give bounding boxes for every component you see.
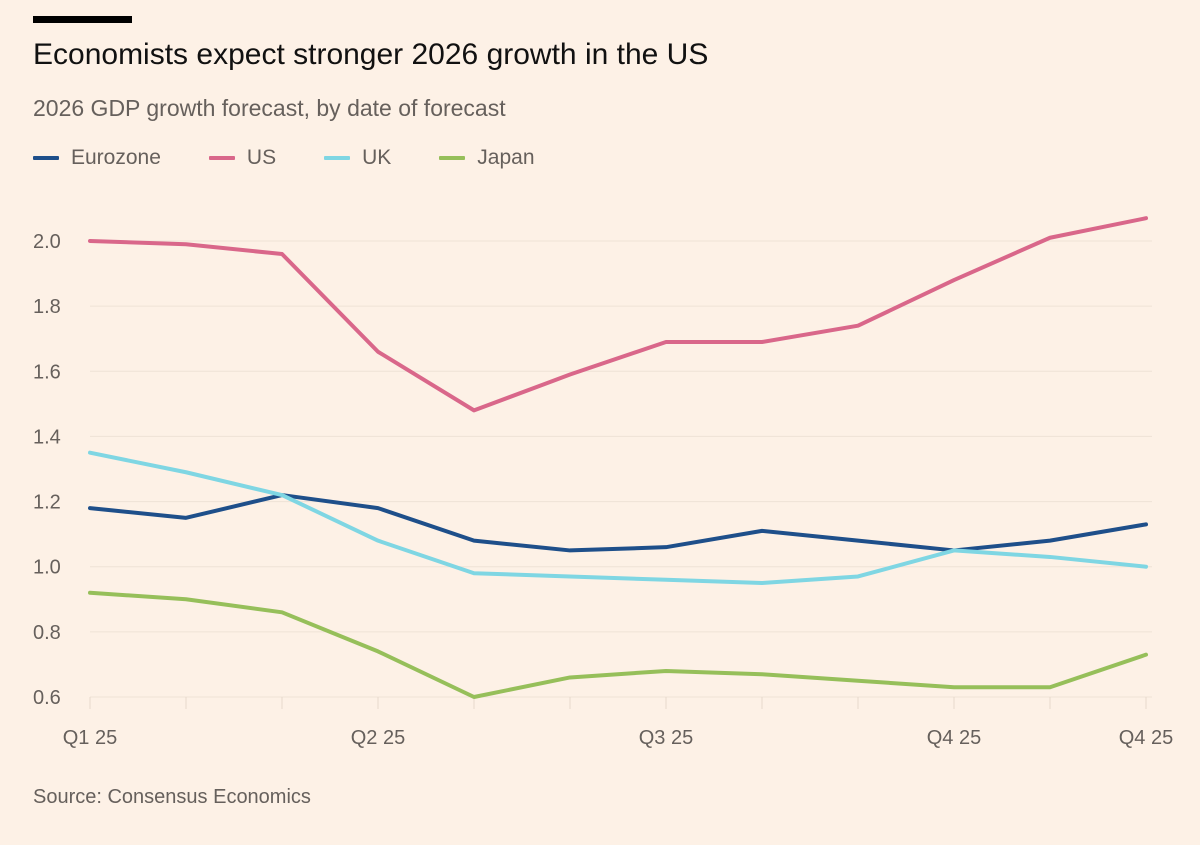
y-tick-label: 1.8 <box>33 296 61 318</box>
x-tick-label: Q4 25 <box>927 727 981 749</box>
legend-label: US <box>246 146 277 169</box>
chart-subtitle: 2026 GDP growth forecast, by date of for… <box>33 95 506 121</box>
legend-label: UK <box>362 146 392 169</box>
legend-swatch <box>324 156 351 160</box>
chart-title: Economists expect stronger 2026 growth i… <box>33 38 709 71</box>
x-tick-label: Q2 25 <box>351 727 405 749</box>
legend-label: Japan <box>477 146 535 169</box>
y-tick-label: 1.0 <box>33 557 61 579</box>
series-line-uk <box>88 450 1148 585</box>
y-tick-label: 1.2 <box>33 492 61 514</box>
legend-item-us: US <box>208 146 277 170</box>
legend-swatch <box>208 156 235 160</box>
title-accent-bar <box>33 16 132 23</box>
legend-label: Eurozone <box>71 146 161 169</box>
legend-item-japan: Japan <box>439 146 535 170</box>
series-line-us <box>88 216 1148 413</box>
legend-item-eurozone: Eurozone <box>33 146 161 170</box>
y-tick-label: 2.0 <box>33 231 61 253</box>
y-tick-label: 1.6 <box>33 361 61 383</box>
x-tick-label: Q1 25 <box>63 727 117 749</box>
legend-item-uk: UK <box>324 146 391 170</box>
x-tick-label: Q4 25 <box>1119 727 1173 749</box>
legend-swatch <box>33 156 59 160</box>
series-line-eurozone <box>88 493 1148 553</box>
legend-swatch <box>439 156 466 160</box>
legend: Eurozone US UK Japan <box>33 146 583 170</box>
y-tick-label: 1.4 <box>33 426 61 448</box>
y-tick-label: 0.6 <box>33 687 61 709</box>
source-note: Source: Consensus Economics <box>33 786 311 808</box>
series-line-japan <box>88 590 1148 699</box>
y-tick-label: 0.8 <box>33 622 61 644</box>
x-tick-label: Q3 25 <box>639 727 693 749</box>
